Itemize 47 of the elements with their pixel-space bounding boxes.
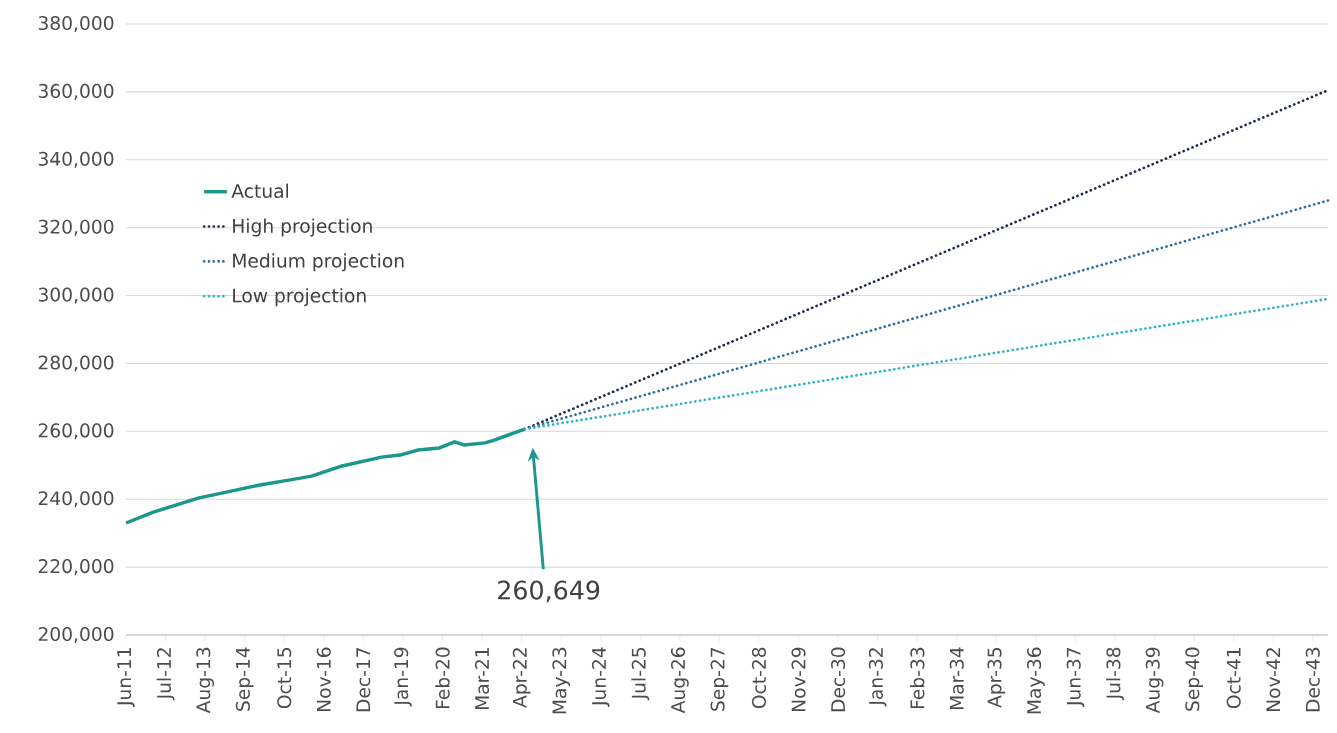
x-tick-label: Apr-22 [512,648,531,708]
x-tick-label: Jul-25 [631,648,650,701]
legend-label: High projection [233,218,372,237]
x-tick-label: Jun-37 [1066,647,1085,707]
x-tick-label: Jun-11 [117,648,135,707]
y-tick-label: 280,000 [38,355,114,372]
y-tick-label: 220,000 [38,559,114,576]
x-tick-label: May-36 [1027,647,1045,714]
y-tick-label: 320,000 [38,219,114,236]
x-tick-label: Jul-38 [1106,647,1124,701]
x-tick-label: Dec-17 [356,647,371,712]
x-tick-label: Mar-21 [474,648,490,710]
y-tick-label: 380,000 [38,15,114,33]
x-tick-label: Jan-32 [868,648,887,707]
x-tick-label: Apr-35 [987,647,1006,708]
line-series [124,427,527,525]
x-tick-label: Nov-16 [316,647,331,711]
x-tick-label: Sep-27 [710,647,729,711]
x-tick-label: Jan-19 [394,647,412,707]
y-tick-label: 260,000 [38,423,114,440]
x-tick-label: Aug-39 [1145,647,1164,714]
y-tick-label: 340,000 [38,151,114,168]
y-tick-label: 200,000 [38,626,114,644]
legend-label: Medium projection [233,253,404,272]
x-tick-label: Feb-33 [909,647,925,709]
legend-label: Actual [231,183,289,199]
x-tick-label: Feb-20 [435,647,450,709]
x-tick-label: Oct-15 [277,648,292,709]
x-tick-label: Nov-29 [791,647,806,711]
x-tick-label: Mar-34 [949,647,964,710]
x-tick-label: Oct-41 [1226,648,1241,709]
x-tick-label: Dec-30 [831,647,846,712]
x-tick-label: Jun-24 [591,647,610,707]
y-tick-label: 240,000 [38,491,114,508]
x-tick-label: Jul-12 [156,648,175,701]
y-tick-label: 360,000 [38,83,114,100]
annotation: 260,649 [498,580,600,603]
x-tick-label: Nov-42 [1266,648,1281,711]
x-tick-label: Aug-13 [196,647,214,714]
x-tick-label: Sep-40 [1185,647,1203,711]
x-tick-label: May-23 [552,647,571,714]
legend-label: Low projection [233,288,366,307]
x-tick-label: Sep-14 [235,647,254,711]
y-tick-label: 300,000 [38,287,114,304]
x-tick-label: Aug-26 [670,647,689,714]
x-tick-label: Oct-28 [751,647,767,709]
x-tick-label: Dec-43 [1305,647,1320,712]
